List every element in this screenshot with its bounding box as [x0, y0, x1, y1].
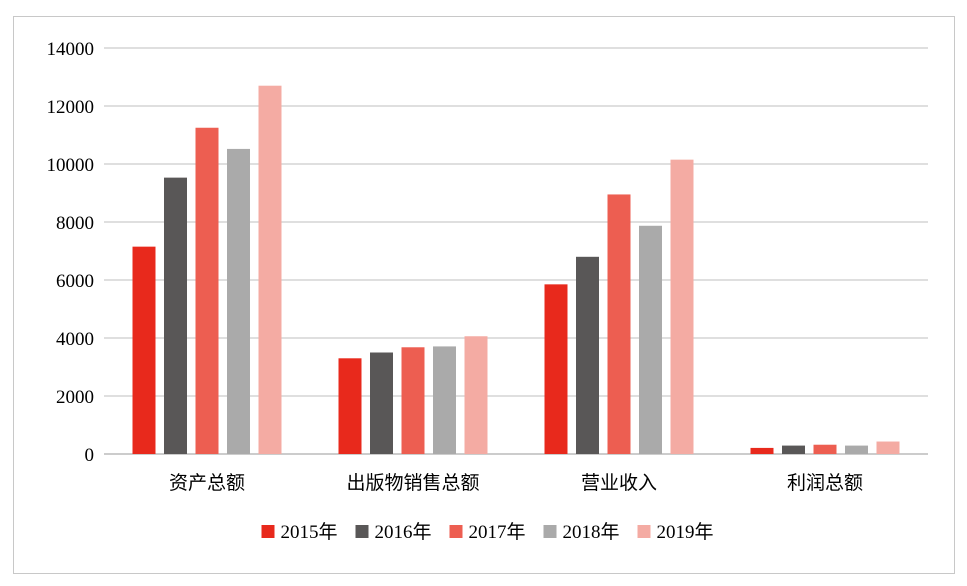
bar [227, 148, 250, 455]
legend-swatch [261, 525, 275, 538]
x-category-label: 利润总额 [787, 472, 863, 494]
bar [876, 441, 900, 454]
bar [464, 336, 488, 454]
y-tick-label: 8000 [56, 213, 94, 234]
bar [750, 447, 774, 454]
legend-label: 2016年 [375, 521, 432, 543]
bar [164, 177, 187, 454]
y-tick-label: 4000 [56, 329, 94, 350]
bar [576, 256, 599, 454]
legend-label: 2019年 [657, 521, 714, 543]
legend-swatch [637, 525, 651, 538]
bar [607, 194, 631, 454]
x-axis-category-labels: 资产总额 出版物销售总额 营业收入 利润总额 [169, 472, 863, 494]
bar [338, 358, 362, 454]
bar [639, 225, 662, 454]
bar [401, 347, 425, 454]
bar [544, 284, 568, 454]
y-tick-label: 0 [85, 445, 95, 466]
bar [813, 444, 837, 454]
bar [195, 127, 219, 454]
legend-label: 2015年 [281, 521, 338, 543]
bar [782, 445, 805, 454]
y-tick-label: 2000 [56, 387, 94, 408]
legend: 2015年 2016年 2017年 2018年 2019年 [261, 521, 714, 543]
legend-label: 2018年 [563, 521, 620, 543]
bar [370, 352, 393, 454]
y-tick-label: 10000 [47, 155, 95, 176]
x-category-label: 资产总额 [169, 472, 245, 494]
y-tick-label: 6000 [56, 271, 94, 292]
bar [433, 346, 456, 454]
y-tick-label: 12000 [47, 97, 95, 118]
y-tick-label: 14000 [47, 39, 95, 60]
bar [258, 85, 282, 454]
legend-label: 2017年 [469, 521, 526, 543]
x-category-label: 出版物销售总额 [346, 472, 479, 494]
x-category-label: 营业收入 [581, 472, 657, 494]
bar [132, 246, 156, 454]
legend-swatch [449, 525, 463, 538]
bar [845, 445, 868, 454]
legend-swatch [355, 525, 369, 538]
legend-swatch [543, 525, 557, 538]
bar [670, 159, 694, 454]
bars [132, 85, 900, 455]
y-axis-tick-labels: 0 2000 4000 6000 8000 10000 12000 14000 [47, 39, 95, 466]
